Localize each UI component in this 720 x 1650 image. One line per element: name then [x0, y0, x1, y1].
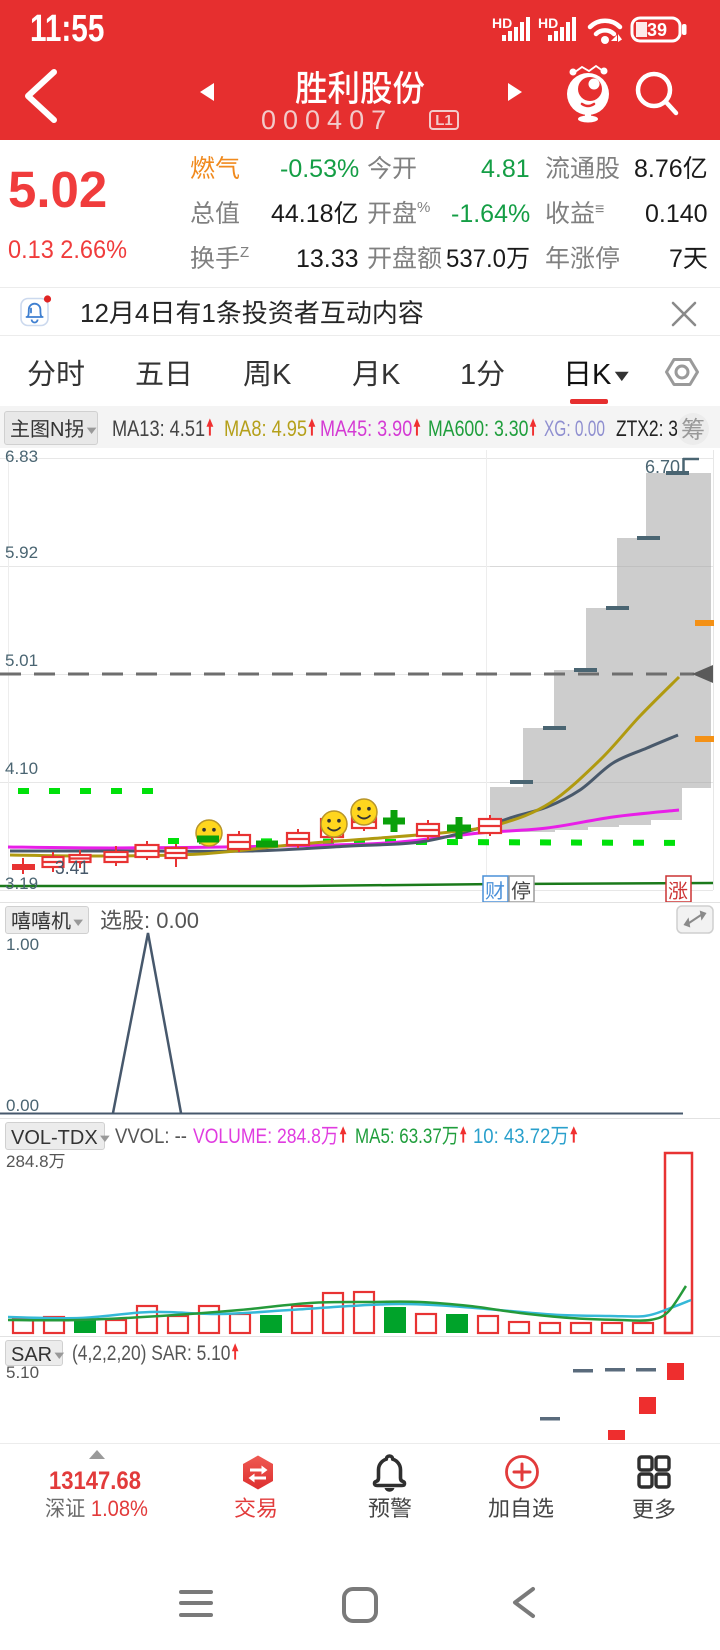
svg-text:1: 1 — [460, 359, 476, 391]
svg-text:: 0.00: : 0.00 — [144, 908, 199, 933]
svg-text:5.02: 5.02 — [8, 161, 107, 218]
svg-text:MA600: 3.30: MA600: 3.30 — [428, 417, 528, 441]
svg-text:13147.68: 13147.68 — [49, 1467, 141, 1495]
svg-text:VOLUME: 284.8: VOLUME: 284.8 — [193, 1125, 321, 1149]
svg-text:284.8: 284.8 — [6, 1152, 49, 1171]
svg-text:11:55: 11:55 — [30, 8, 104, 50]
svg-text:000407: 000407 — [261, 105, 393, 135]
svg-text:5.92: 5.92 — [5, 543, 38, 562]
svg-text:0.00: 0.00 — [6, 1096, 39, 1115]
svg-text:MA8: 4.95: MA8: 4.95 — [224, 417, 307, 441]
svg-text:8.76: 8.76 — [634, 155, 683, 183]
svg-text:%: % — [417, 199, 430, 216]
svg-text:SAR: SAR — [11, 1344, 52, 1366]
svg-text:5.01: 5.01 — [5, 651, 38, 670]
svg-text:K: K — [272, 359, 292, 391]
svg-text:3.19: 3.19 — [5, 874, 38, 893]
svg-text:0.13 2.66%: 0.13 2.66% — [8, 236, 127, 264]
svg-text:10: 43.72: 10: 43.72 — [473, 1125, 550, 1148]
svg-text:Z: Z — [240, 244, 249, 261]
svg-text:MA13: 4.51: MA13: 4.51 — [112, 417, 205, 441]
svg-text:MA5: 63.37: MA5: 63.37 — [355, 1125, 442, 1148]
svg-text:7: 7 — [669, 245, 683, 273]
svg-text:≡: ≡ — [595, 201, 604, 218]
svg-text:-1.64%: -1.64% — [451, 200, 530, 228]
svg-text:XG: 0.00: XG: 0.00 — [544, 417, 605, 441]
svg-text:6.70: 6.70 — [645, 457, 680, 477]
svg-text:HD: HD — [492, 15, 512, 31]
svg-text:0.140: 0.140 — [645, 200, 708, 228]
svg-text:3.41: 3.41 — [55, 856, 89, 878]
svg-text:N: N — [50, 419, 64, 441]
svg-text:K: K — [592, 359, 612, 391]
svg-text:13.33: 13.33 — [296, 245, 359, 273]
svg-text:(4,2,2,20) SAR: 5.10: (4,2,2,20) SAR: 5.10 — [72, 1343, 230, 1366]
svg-text:VOL-TDX: VOL-TDX — [11, 1127, 98, 1149]
svg-text:1.08%: 1.08% — [90, 1497, 147, 1521]
svg-text:VVOL: --: VVOL: -- — [115, 1125, 187, 1148]
svg-text:1: 1 — [201, 298, 215, 328]
svg-text:44.18: 44.18 — [271, 200, 334, 228]
svg-text:HD: HD — [538, 15, 558, 31]
svg-text:K: K — [381, 359, 401, 391]
svg-text:ZTX2: 3: ZTX2: 3 — [616, 417, 678, 441]
svg-text:12: 12 — [80, 298, 109, 328]
svg-text:-0.53%: -0.53% — [280, 155, 359, 183]
svg-text:4: 4 — [135, 298, 149, 328]
svg-text:537.0: 537.0 — [446, 246, 506, 274]
svg-text:4.81: 4.81 — [481, 155, 530, 183]
svg-text:39: 39 — [647, 20, 667, 40]
svg-text:4.10: 4.10 — [5, 759, 38, 778]
svg-text:1.00: 1.00 — [6, 935, 39, 954]
svg-text:6.83: 6.83 — [5, 447, 38, 466]
svg-text:5.10: 5.10 — [6, 1363, 39, 1382]
svg-text:MA45: 3.90: MA45: 3.90 — [320, 417, 412, 441]
